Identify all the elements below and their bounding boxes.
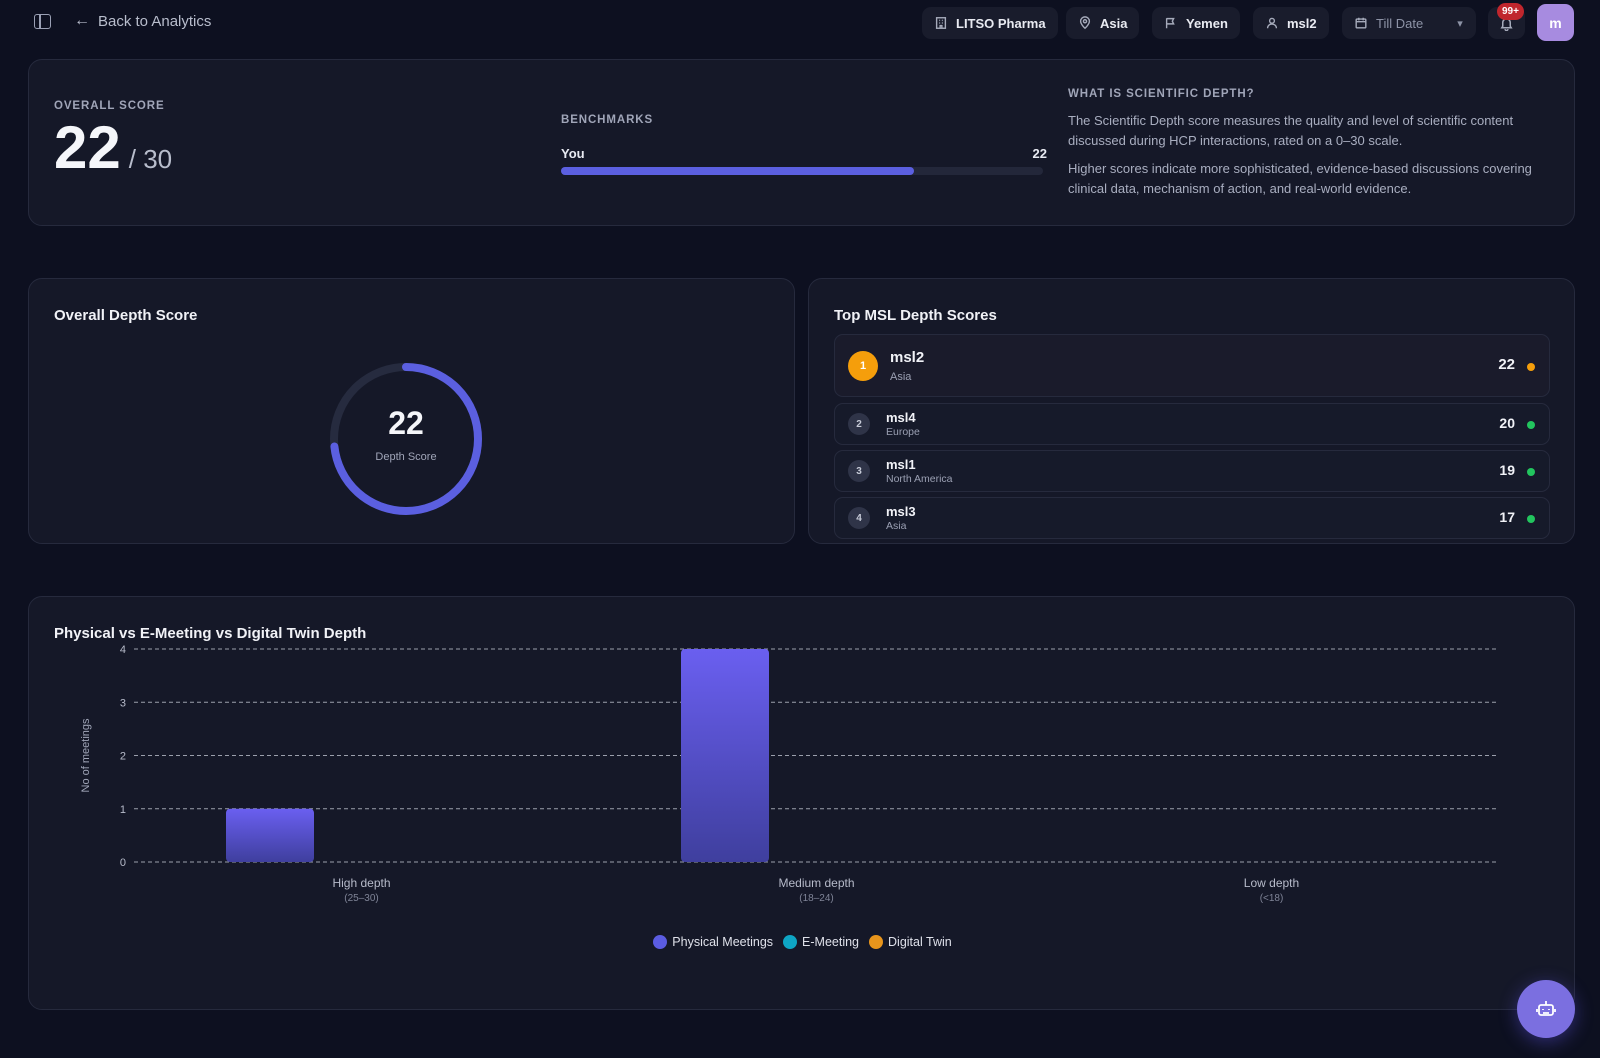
date-filter-label: Till Date — [1376, 15, 1424, 31]
msl-region: North America — [886, 473, 953, 485]
arrow-left-icon: ← — [74, 12, 90, 29]
map-pin-icon — [1079, 16, 1091, 30]
y-tick-label: 2 — [120, 751, 126, 763]
msl-name: msl1 — [886, 457, 916, 472]
msl-region: Asia — [890, 371, 912, 383]
benchmarks-label: BENCHMARKS — [561, 114, 654, 126]
rank-badge: 3 — [848, 460, 870, 482]
robot-icon — [1536, 1001, 1556, 1016]
msl-row[interactable]: 4 msl3 Asia 17 — [834, 497, 1550, 539]
msl-score: 22 — [1498, 356, 1515, 373]
top-bar: ← Back to Analytics LITSO Pharma Asia Ye… — [0, 0, 1600, 46]
benchmark-you-value: 22 — [1032, 146, 1047, 161]
x-category-range: (25–30) — [344, 893, 378, 904]
status-dot — [1527, 363, 1535, 371]
chevron-down-icon: ▾ — [1457, 17, 1463, 30]
status-dot — [1527, 515, 1535, 523]
depth-bar-chart: 0 1 2 3 4 No of meetings High depth (25–30) Medi… — [80, 644, 1499, 904]
overall-score-label: OVERALL SCORE — [54, 100, 165, 112]
msl-score: 17 — [1499, 509, 1515, 525]
rank-badge: 4 — [848, 507, 870, 529]
legend-swatch — [869, 935, 884, 949]
legend-item[interactable]: Digital Twin — [869, 935, 952, 949]
region-label: Asia — [1100, 15, 1128, 31]
user-filter-chip[interactable]: msl2 — [1253, 7, 1329, 39]
x-category-range: (<18) — [1260, 893, 1284, 904]
score-max: / 30 — [128, 144, 173, 174]
y-tick-label: 3 — [120, 697, 126, 709]
date-filter-dropdown[interactable]: Till Date ▾ — [1342, 7, 1476, 39]
legend-label: E-Meeting — [802, 935, 860, 949]
top-msl-depth-scores-card: Top MSL Depth Scores 1 msl2 Asia 22 2 ms… — [808, 278, 1575, 544]
x-category-label: High depth — [332, 876, 390, 890]
building-icon — [935, 17, 947, 29]
overall-score-card: OVERALL SCORE 22 / 30 BENCHMARKS You 22 … — [28, 59, 1575, 226]
assistant-bot-button[interactable] — [1517, 980, 1575, 1038]
sidebar-toggle-icon[interactable] — [34, 14, 51, 29]
legend-label: Physical Meetings — [672, 935, 774, 949]
x-category-label: Medium depth — [778, 876, 854, 890]
x-category-label: Low depth — [1244, 876, 1299, 890]
msl-region: Europe — [886, 426, 920, 438]
bar-physical-meetings[interactable] — [226, 808, 314, 862]
what-is-depth-paragraph-1: The Scientific Depth score measures the … — [1068, 113, 1514, 148]
gauge-arc — [330, 363, 482, 515]
depth-score-gauge — [330, 363, 482, 515]
y-tick-label: 1 — [120, 804, 126, 816]
gauge-score-label: Depth Score — [375, 451, 437, 463]
y-tick-label: 0 — [120, 857, 126, 869]
chart-title: Physical vs E-Meeting vs Digital Twin De… — [54, 625, 367, 642]
back-link-label: Back to Analytics — [98, 12, 212, 30]
rank-badge: 2 — [848, 413, 870, 435]
msl-row[interactable]: 3 msl1 North America 19 — [834, 450, 1550, 492]
what-is-depth-title: WHAT IS SCIENTIFIC DEPTH? — [1068, 88, 1255, 100]
chart-legend: Physical Meetings E-Meeting Digital Twin — [29, 935, 1576, 949]
flag-icon — [1165, 17, 1175, 29]
gauge-score-number: 22 — [388, 405, 424, 441]
overall-score-value: 22 / 30 — [54, 118, 172, 178]
status-dot — [1527, 468, 1535, 476]
benchmark-progress-bar — [561, 167, 1043, 175]
country-filter-chip[interactable]: Yemen — [1152, 7, 1240, 39]
legend-swatch — [653, 935, 668, 949]
bar-physical-meetings[interactable] — [681, 649, 769, 862]
msl-name: msl2 — [890, 349, 925, 366]
y-tick-label: 4 — [120, 644, 126, 656]
msl-row[interactable]: 1 msl2 Asia 22 — [834, 334, 1550, 397]
user-avatar[interactable]: m — [1537, 4, 1574, 41]
company-label: LITSO Pharma — [956, 15, 1046, 31]
benchmark-you-label: You — [561, 146, 585, 161]
user-icon — [1266, 17, 1278, 29]
user-label: msl2 — [1287, 15, 1317, 31]
company-filter-chip[interactable]: LITSO Pharma — [922, 7, 1058, 39]
msl-name: msl3 — [886, 504, 916, 519]
y-axis-label: No of meetings — [80, 718, 92, 792]
country-label: Yemen — [1186, 15, 1228, 31]
overall-depth-score-card: Overall Depth Score 22 Depth Score — [28, 278, 795, 544]
msl-region: Asia — [886, 520, 907, 532]
region-filter-chip[interactable]: Asia — [1066, 7, 1140, 39]
notification-count-badge: 99+ — [1497, 3, 1524, 20]
calendar-icon — [1355, 17, 1367, 29]
msl-score: 19 — [1499, 462, 1515, 478]
msl-name: msl4 — [886, 410, 916, 425]
meeting-depth-chart-card: Physical vs E-Meeting vs Digital Twin De… — [28, 596, 1575, 1010]
benchmark-progress-fill — [561, 167, 915, 175]
msl-score: 20 — [1499, 415, 1515, 431]
legend-swatch — [783, 935, 798, 949]
rank-badge: 1 — [848, 351, 878, 381]
msl-row[interactable]: 2 msl4 Europe 20 — [834, 403, 1550, 445]
back-to-analytics-link[interactable]: ← Back to Analytics — [74, 12, 211, 30]
legend-label: Digital Twin — [888, 935, 952, 949]
top-msl-card-title: Top MSL Depth Scores — [834, 307, 997, 324]
score-number: 22 — [54, 114, 121, 181]
legend-item[interactable]: E-Meeting — [783, 935, 859, 949]
status-dot — [1527, 421, 1535, 429]
what-is-depth-paragraph-2: Higher scores indicate more sophisticate… — [1068, 161, 1532, 196]
depth-card-title: Overall Depth Score — [54, 307, 198, 324]
legend-item[interactable]: Physical Meetings — [653, 935, 773, 949]
x-category-range: (18–24) — [799, 893, 833, 904]
